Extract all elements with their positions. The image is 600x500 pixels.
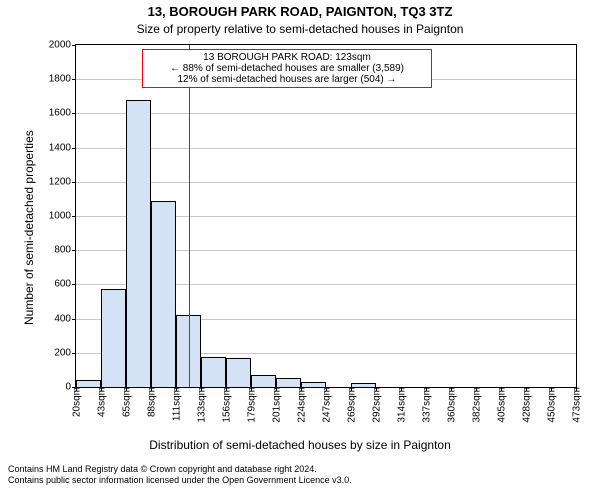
annotation-line: ← 88% of semi-detached houses are smalle… <box>149 63 425 74</box>
gridline <box>76 148 576 149</box>
x-tick-label: 314sqm <box>395 387 408 423</box>
reference-line <box>189 45 190 387</box>
x-tick-label: 269sqm <box>345 387 358 423</box>
histogram-bar <box>201 357 226 387</box>
y-tick-label: 1600 <box>49 108 76 119</box>
histogram-bar <box>126 100 151 387</box>
footer-line: Contains public sector information licen… <box>8 475 352 486</box>
chart-subtitle: Size of property relative to semi-detach… <box>0 22 600 36</box>
histogram-bar <box>101 289 126 387</box>
histogram-bar <box>76 380 101 387</box>
gridline <box>76 182 576 183</box>
y-tick-label: 200 <box>54 347 76 358</box>
x-tick-label: 337sqm <box>420 387 433 423</box>
x-tick-label: 179sqm <box>245 387 258 423</box>
chart-title: 13, BOROUGH PARK ROAD, PAIGNTON, TQ3 3TZ <box>0 4 600 19</box>
annotation-line: 13 BOROUGH PARK ROAD: 123sqm <box>149 52 425 63</box>
x-tick-label: 111sqm <box>170 387 183 421</box>
y-tick-label: 1200 <box>49 176 76 187</box>
x-tick-label: 224sqm <box>295 387 308 423</box>
x-tick-label: 450sqm <box>545 387 558 423</box>
annotation-line: 12% of semi-detached houses are larger (… <box>149 74 425 85</box>
y-axis-label: Number of semi-detached properties <box>22 130 36 325</box>
x-tick-label: 201sqm <box>270 387 283 423</box>
histogram-bar <box>276 378 301 387</box>
y-tick-label: 2000 <box>49 40 76 51</box>
x-tick-label: 133sqm <box>195 387 208 423</box>
gridline <box>76 113 576 114</box>
x-tick-label: 88sqm <box>145 387 158 417</box>
x-tick-label: 247sqm <box>320 387 333 423</box>
x-tick-label: 360sqm <box>445 387 458 423</box>
plot-area: 020040060080010001200140016001800200020s… <box>75 44 577 388</box>
x-tick-label: 428sqm <box>520 387 533 423</box>
y-tick-label: 400 <box>54 313 76 324</box>
x-tick-label: 65sqm <box>120 387 133 417</box>
x-tick-label: 405sqm <box>495 387 508 423</box>
x-tick-label: 156sqm <box>220 387 233 423</box>
x-axis-label: Distribution of semi-detached houses by … <box>0 438 600 452</box>
y-tick-label: 600 <box>54 279 76 290</box>
x-tick-label: 473sqm <box>570 387 583 423</box>
footer-line: Contains HM Land Registry data © Crown c… <box>8 464 352 475</box>
histogram-bar <box>151 201 176 387</box>
x-tick-label: 382sqm <box>470 387 483 423</box>
y-tick-label: 800 <box>54 245 76 256</box>
footer-attribution: Contains HM Land Registry data © Crown c… <box>8 464 352 486</box>
chart-container: { "title": { "line1": "13, BOROUGH PARK … <box>0 0 600 500</box>
annotation-box: 13 BOROUGH PARK ROAD: 123sqm← 88% of sem… <box>142 49 432 88</box>
x-tick-label: 43sqm <box>95 387 108 417</box>
x-tick-label: 20sqm <box>70 387 83 417</box>
y-tick-label: 1800 <box>49 74 76 85</box>
y-tick-label: 1400 <box>49 142 76 153</box>
histogram-bar <box>251 375 276 387</box>
y-tick-label: 1000 <box>49 211 76 222</box>
x-tick-label: 292sqm <box>370 387 383 423</box>
histogram-bar <box>226 358 251 387</box>
